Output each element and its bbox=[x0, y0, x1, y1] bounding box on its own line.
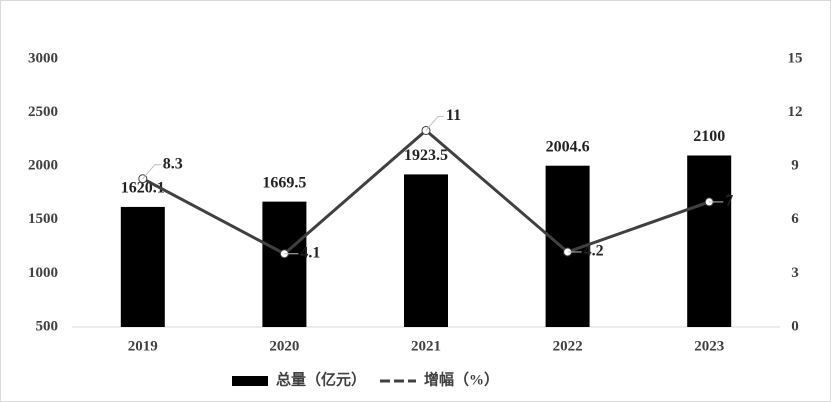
line-value-label: 8.3 bbox=[163, 155, 183, 172]
leader-line bbox=[425, 115, 444, 131]
y-tick-label: 3000 bbox=[28, 50, 58, 66]
bar-value-label: 1669.5 bbox=[262, 174, 306, 191]
y-tick-label: 1000 bbox=[28, 265, 58, 281]
line-value-label: 11 bbox=[446, 107, 461, 124]
y-tick-label: 2500 bbox=[28, 104, 58, 120]
x-tick-label: 2022 bbox=[553, 338, 583, 354]
y2-tick-label: 15 bbox=[788, 50, 803, 66]
leader-line bbox=[142, 164, 161, 180]
x-tick-label: 2023 bbox=[694, 338, 724, 354]
y2-tick-label: 12 bbox=[788, 104, 803, 120]
y-tick-label: 1500 bbox=[28, 211, 58, 227]
bar-value-label: 1923.5 bbox=[404, 147, 448, 164]
bar-value-label: 2004.6 bbox=[546, 138, 590, 155]
legend-label: 总量（亿元） bbox=[276, 370, 366, 388]
bar bbox=[120, 206, 165, 327]
legend-swatch bbox=[232, 376, 268, 386]
bar bbox=[687, 155, 732, 327]
y2-tick-label: 0 bbox=[791, 318, 799, 334]
y-tick-label: 2000 bbox=[28, 158, 58, 174]
line-value-label: 4.1 bbox=[300, 244, 320, 261]
y2-tick-label: 6 bbox=[791, 211, 799, 227]
y-tick-label: 500 bbox=[36, 318, 59, 334]
y2-tick-label: 3 bbox=[791, 265, 799, 281]
line-value-label: 7 bbox=[725, 193, 733, 210]
bar-value-label: 2100 bbox=[693, 128, 725, 145]
bar bbox=[262, 201, 307, 327]
y2-tick-label: 9 bbox=[791, 158, 799, 174]
legend-label: 增幅（%） bbox=[424, 370, 499, 388]
x-tick-label: 2019 bbox=[128, 338, 158, 354]
line-value-label: 4.2 bbox=[584, 243, 604, 260]
x-tick-label: 2020 bbox=[269, 338, 299, 354]
bar bbox=[404, 174, 448, 327]
x-tick-label: 2021 bbox=[411, 338, 441, 354]
